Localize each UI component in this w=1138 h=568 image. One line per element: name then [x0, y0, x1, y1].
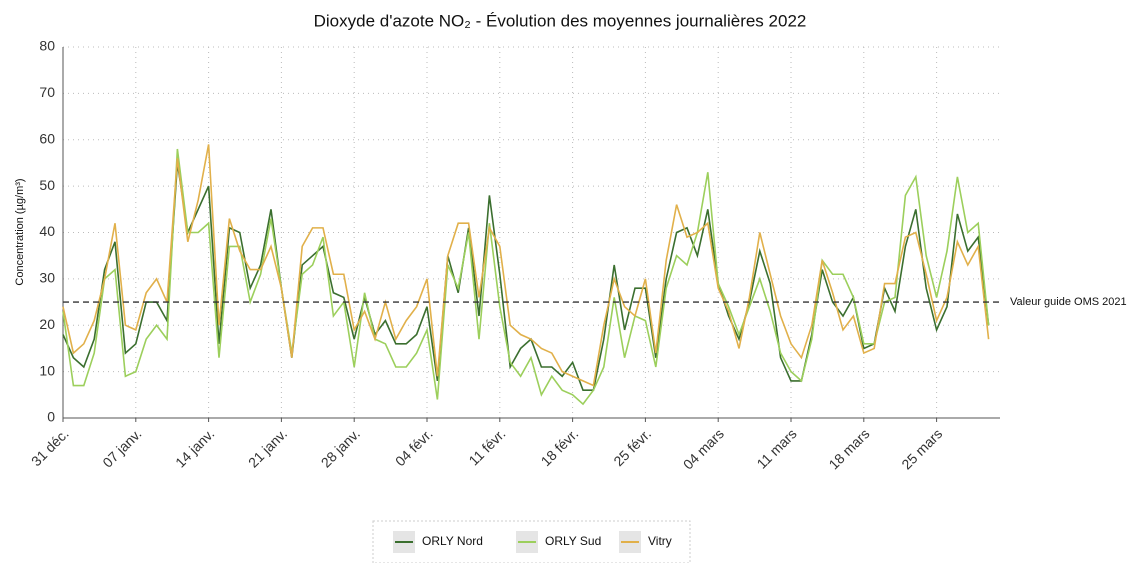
x-tick-label: 25 févr. — [610, 425, 654, 469]
y-tick-label: 30 — [39, 270, 55, 286]
x-tick-label: 18 févr. — [538, 425, 582, 469]
y-tick-label: 0 — [47, 409, 55, 425]
y-tick-label: 40 — [39, 223, 55, 239]
series-line — [62, 162, 990, 391]
x-tick-label: 25 mars — [898, 425, 945, 472]
x-tick-label: 21 janv. — [245, 425, 290, 470]
x-tick-label: 04 mars — [680, 425, 727, 472]
x-tick-label: 18 mars — [825, 425, 872, 472]
x-tick-label: 28 janv. — [318, 425, 363, 470]
chart-title: Dioxyde d'azote NO₂ - Évolution des moye… — [314, 11, 807, 30]
reference-label: Valeur guide OMS 2021 — [1010, 296, 1127, 308]
x-tick-label: 04 févr. — [392, 425, 436, 469]
y-axis-label: Concentration (µg/m³) — [14, 178, 26, 285]
y-tick-label: 50 — [39, 177, 55, 193]
series-line — [62, 148, 990, 406]
x-tick-label: 07 janv. — [99, 425, 144, 470]
y-tick-label: 20 — [39, 316, 55, 332]
legend-label: ORLY Sud — [545, 534, 601, 548]
x-tick-label: 14 janv. — [172, 425, 217, 470]
y-tick-label: 80 — [39, 38, 55, 54]
series-line — [62, 144, 990, 387]
legend-label: Vitry — [648, 534, 672, 548]
x-tick-label: 31 déc. — [28, 425, 72, 469]
x-tick-label: 11 févr. — [465, 425, 508, 468]
y-tick-label: 70 — [39, 84, 55, 100]
x-tick-label: 11 mars — [753, 425, 799, 471]
legend-label: ORLY Nord — [422, 534, 483, 548]
y-tick-label: 10 — [39, 362, 55, 378]
y-tick-label: 60 — [39, 130, 55, 146]
